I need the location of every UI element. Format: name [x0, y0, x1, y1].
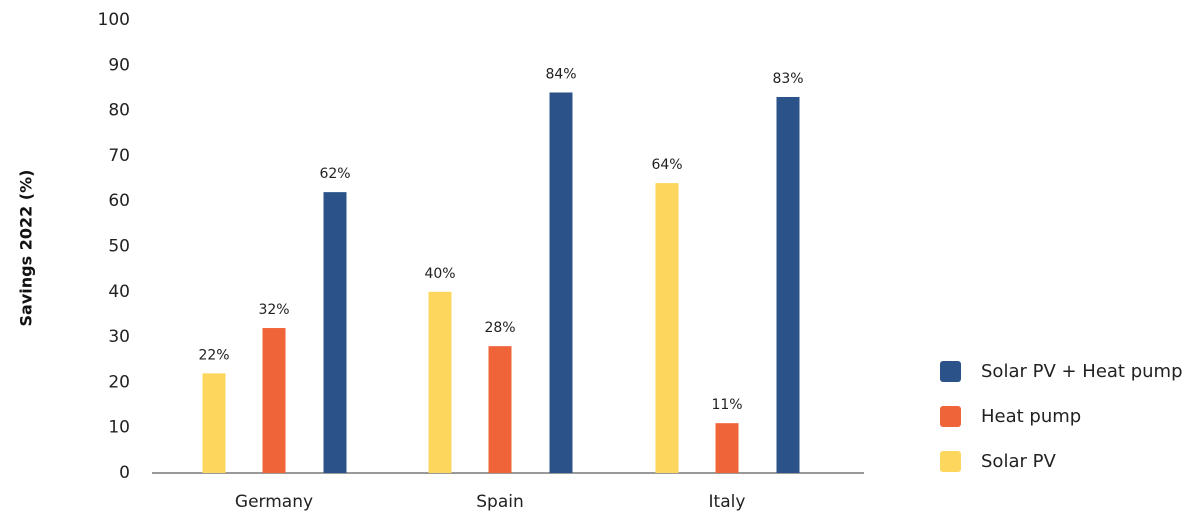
legend-swatch	[940, 361, 961, 382]
bar-data-label: 84%	[545, 66, 576, 82]
legend-swatch	[940, 406, 961, 427]
y-tick-label: 20	[108, 372, 130, 392]
legend-swatch	[940, 451, 961, 472]
bar	[655, 183, 679, 473]
y-tick-label: 90	[108, 55, 130, 75]
bar-data-label: 22%	[198, 347, 229, 363]
legend: Solar PV + Heat pump Heat pump Solar PV	[940, 361, 1183, 472]
y-tick-label: 30	[108, 327, 130, 347]
y-tick-label: 0	[119, 463, 130, 483]
y-axis-ticks: 0 10 20 30 40 50 60 70 80 90 100	[98, 10, 130, 483]
x-category-label: Germany	[235, 492, 313, 512]
bar-data-label: 32%	[258, 302, 289, 318]
bar-data-label: 40%	[424, 266, 455, 282]
bar-data-label: 62%	[319, 166, 350, 182]
bar-data-label: 28%	[484, 320, 515, 336]
y-tick-label: 50	[108, 237, 130, 257]
bar	[715, 423, 739, 473]
bar	[488, 346, 512, 473]
y-tick-label: 100	[98, 10, 130, 30]
y-tick-label: 60	[108, 191, 130, 211]
legend-label: Solar PV + Heat pump	[981, 361, 1183, 382]
bar-data-label: 83%	[772, 71, 803, 87]
bar	[202, 373, 226, 473]
bar	[323, 192, 347, 473]
x-category-label: Spain	[476, 492, 524, 512]
bar	[549, 92, 573, 473]
y-tick-label: 70	[108, 146, 130, 166]
bars-group: 22% 32% 62% 40% 28% 84% 64% 11% 83%	[198, 66, 804, 473]
bar	[262, 328, 286, 473]
bar	[776, 97, 800, 473]
bar-data-label: 64%	[651, 157, 682, 173]
y-axis-label: Savings 2022 (%)	[17, 170, 36, 327]
x-category-label: Italy	[709, 492, 746, 512]
bar-data-label: 11%	[711, 397, 742, 413]
bar	[428, 291, 452, 473]
legend-label: Solar PV	[981, 451, 1056, 472]
legend-label: Heat pump	[981, 406, 1081, 427]
y-tick-label: 80	[108, 101, 130, 121]
y-tick-label: 40	[108, 282, 130, 302]
x-axis-categories: Germany Spain Italy	[235, 492, 746, 512]
y-tick-label: 10	[108, 418, 130, 438]
